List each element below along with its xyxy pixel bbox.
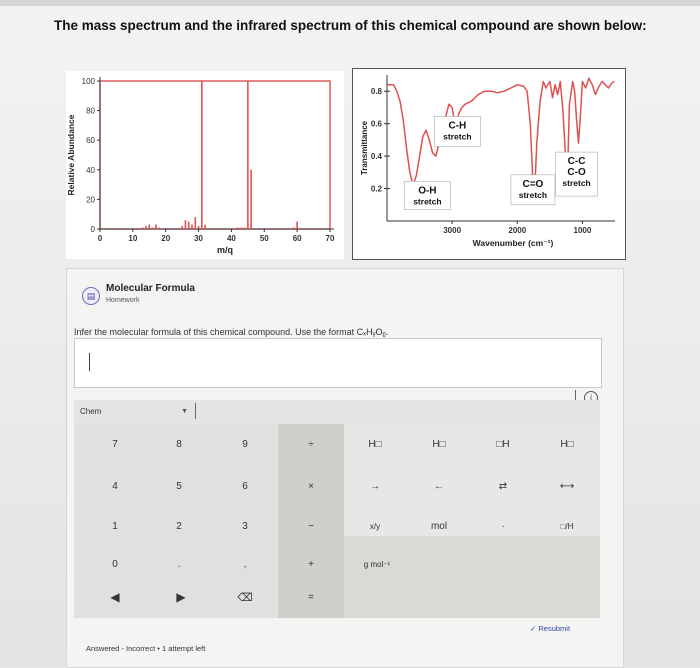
keypad-mode-select[interactable]: Chem ▼ bbox=[80, 404, 194, 420]
key-5[interactable]: 5 bbox=[176, 480, 182, 492]
x-axis-label: m/q bbox=[217, 245, 233, 255]
y-tick-label: 0.2 bbox=[371, 185, 383, 194]
question-text: The mass spectrum and the infrared spect… bbox=[54, 18, 647, 33]
key-comma[interactable]: , bbox=[243, 558, 247, 570]
y-tick-label: 0 bbox=[91, 225, 96, 234]
annotation-label: stretch bbox=[562, 178, 590, 188]
y-tick-label: 40 bbox=[86, 166, 95, 175]
key-multiply[interactable]: × bbox=[308, 480, 314, 492]
key-8[interactable]: 8 bbox=[176, 438, 182, 450]
key-superscript-h[interactable]: H□ bbox=[432, 438, 446, 450]
plot-frame bbox=[99, 80, 331, 230]
x-tick-label: 60 bbox=[293, 234, 302, 243]
x-axis-label: Wavenumber (cm⁻¹) bbox=[473, 238, 554, 248]
key-4[interactable]: 4 bbox=[112, 480, 118, 492]
operator-area bbox=[278, 424, 344, 618]
key-period[interactable]: . bbox=[177, 558, 181, 570]
key-sub-super-h[interactable]: H□ bbox=[560, 438, 574, 450]
key-reaction-arrow-label[interactable]: x/y bbox=[369, 521, 381, 531]
annotation-label: stretch bbox=[413, 196, 441, 206]
chevron-down-icon: ▼ bbox=[181, 408, 188, 415]
annotation-box bbox=[510, 174, 556, 206]
y-tick-label: 0.6 bbox=[371, 120, 383, 129]
x-tick-label: 40 bbox=[227, 234, 236, 243]
divider bbox=[195, 403, 196, 419]
spectrum-line bbox=[387, 77, 615, 187]
key-minus[interactable]: − bbox=[308, 520, 314, 532]
annotation-label: C=O bbox=[522, 179, 543, 190]
y-tick-label: 100 bbox=[82, 77, 96, 86]
key-3[interactable]: 3 bbox=[242, 520, 248, 532]
ir-spectrum-chart: 0.2 0.4 0.6 0.8 3000 2000 1000 Wavenumber (cm⁻¹… bbox=[352, 68, 626, 260]
mass-spectrum-chart: 0 20 40 60 80 100 0 10 20 30 40 50 60 70 m/q Relative A… bbox=[66, 71, 344, 259]
x-tick-label: 1000 bbox=[574, 226, 592, 235]
key-prescript-h[interactable]: □H bbox=[496, 438, 510, 450]
top-bar bbox=[0, 0, 700, 6]
annotation-box bbox=[404, 181, 451, 210]
key-plus[interactable]: + bbox=[308, 558, 314, 570]
x-tick-label: 50 bbox=[260, 234, 269, 243]
divider bbox=[575, 390, 576, 406]
key-7[interactable]: 7 bbox=[112, 438, 118, 450]
annotation-label: C-C bbox=[568, 156, 586, 167]
key-equilibrium[interactable]: ⇄ bbox=[498, 480, 508, 492]
resubmit-label: Resubmit bbox=[538, 624, 571, 633]
task-title: Molecular Formula bbox=[106, 283, 195, 294]
key-0[interactable]: 0 bbox=[112, 558, 118, 570]
answer-input[interactable] bbox=[74, 338, 602, 388]
homework-icon: ▤ bbox=[82, 287, 100, 305]
key-2[interactable]: 2 bbox=[176, 520, 182, 532]
arrow-left-icon[interactable]: ◀ bbox=[110, 590, 120, 604]
task-subtitle: Homework bbox=[106, 297, 140, 304]
annotation-label: stretch bbox=[443, 131, 471, 141]
x-tick-label: 2000 bbox=[508, 226, 526, 235]
attempt-status: Answered - Incorrect • 1 attempt left bbox=[86, 644, 206, 653]
key-left-arrow[interactable]: ← bbox=[434, 480, 444, 492]
key-6[interactable]: 6 bbox=[242, 480, 248, 492]
text-caret bbox=[89, 353, 90, 371]
key-equals[interactable]: = bbox=[308, 591, 314, 603]
y-tick-label: 80 bbox=[86, 107, 95, 116]
y-tick-label: 0.4 bbox=[371, 152, 383, 161]
annotation-label: stretch bbox=[519, 190, 547, 200]
numpad-area bbox=[74, 424, 278, 618]
arrow-right-icon[interactable]: ▶ bbox=[176, 590, 186, 604]
chem-keypad: Chem ▼ 7 8 9 4 5 6 1 2 3 0 . , ◀ ▶ ⌫ ÷ ×… bbox=[74, 400, 600, 618]
x-tick-label: 70 bbox=[326, 234, 335, 243]
y-axis-label: Transmittance bbox=[360, 120, 369, 175]
key-double-arrow[interactable]: ⟷ bbox=[559, 480, 575, 492]
resubmit-button[interactable]: ✓ Resubmit bbox=[530, 624, 571, 633]
instruction-text: Infer the molecular formula of this chem… bbox=[74, 327, 389, 337]
y-tick-label: 60 bbox=[86, 136, 95, 145]
y-tick-label: 20 bbox=[86, 195, 95, 204]
key-right-arrow[interactable]: → bbox=[370, 480, 380, 492]
key-1[interactable]: 1 bbox=[112, 520, 118, 532]
y-tick-label: 0.8 bbox=[371, 87, 383, 96]
chem-key-area bbox=[344, 424, 600, 536]
key-subscript-h[interactable]: H□ bbox=[368, 438, 382, 450]
annotation-label: C-H bbox=[448, 120, 466, 131]
annotation-box bbox=[555, 151, 598, 197]
key-divide[interactable]: ÷ bbox=[308, 438, 314, 450]
keypad-mode-label: Chem bbox=[80, 407, 102, 416]
x-tick-label: 10 bbox=[128, 234, 137, 243]
key-9[interactable]: 9 bbox=[242, 438, 248, 450]
backspace-icon[interactable]: ⌫ bbox=[237, 591, 253, 604]
y-axis-label: Relative Abundance bbox=[66, 114, 76, 195]
key-g-per-mol[interactable]: g mol⁻¹ bbox=[363, 559, 391, 569]
annotation-label: O-H bbox=[418, 185, 436, 196]
key-dot[interactable]: · bbox=[501, 520, 505, 532]
x-tick-label: 0 bbox=[98, 234, 103, 243]
annotation-label: C-O bbox=[567, 167, 586, 178]
key-fraction[interactable]: □/H bbox=[560, 521, 574, 531]
keypad-header: Chem ▼ bbox=[74, 400, 600, 424]
x-tick-label: 30 bbox=[194, 234, 203, 243]
x-tick-label: 20 bbox=[161, 234, 170, 243]
x-tick-label: 3000 bbox=[443, 226, 461, 235]
key-mol[interactable]: mol bbox=[430, 520, 448, 532]
annotation-box bbox=[434, 116, 481, 147]
